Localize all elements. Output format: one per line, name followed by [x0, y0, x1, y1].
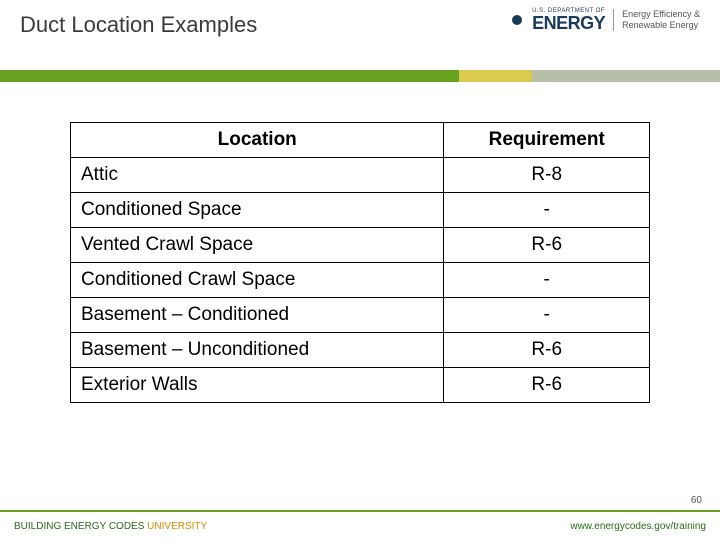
table-row: Attic R-8 — [71, 158, 650, 193]
accent-bar-segment-1 — [0, 70, 459, 82]
cell-requirement: R-6 — [444, 368, 650, 403]
doe-text: U.S. DEPARTMENT OF ENERGY — [532, 8, 605, 32]
page-number: 60 — [691, 495, 702, 506]
doe-logo-block: U.S. DEPARTMENT OF ENERGY Energy Efficie… — [508, 8, 700, 32]
cell-requirement: - — [444, 193, 650, 228]
table-row: Exterior Walls R-6 — [71, 368, 650, 403]
eere-label: Energy Efficiency & Renewable Energy — [613, 9, 700, 31]
slide-footer: BUILDING ENERGY CODES UNIVERSITY www.ene… — [0, 510, 720, 540]
cell-location: Basement – Unconditioned — [71, 333, 444, 368]
accent-bar — [0, 70, 720, 82]
eere-line2: Renewable Energy — [622, 20, 700, 31]
eere-line1: Energy Efficiency & — [622, 9, 700, 20]
cell-requirement: R-6 — [444, 333, 650, 368]
cell-requirement: R-6 — [444, 228, 650, 263]
footer-org-1: BUILDING ENERGY CODES — [14, 521, 144, 532]
cell-location: Conditioned Crawl Space — [71, 263, 444, 298]
footer-org-2: UNIVERSITY — [144, 521, 207, 532]
col-location: Location — [71, 123, 444, 158]
col-requirement: Requirement — [444, 123, 650, 158]
table-row: Vented Crawl Space R-6 — [71, 228, 650, 263]
cell-location: Exterior Walls — [71, 368, 444, 403]
sunburst-icon — [508, 11, 526, 29]
table-header-row: Location Requirement — [71, 123, 650, 158]
slide-header: Duct Location Examples U.S. DEPARTMENT O… — [0, 0, 720, 70]
table-row: Basement – Unconditioned R-6 — [71, 333, 650, 368]
table-row: Basement – Conditioned - — [71, 298, 650, 333]
cell-requirement: - — [444, 263, 650, 298]
table-row: Conditioned Space - — [71, 193, 650, 228]
cell-location: Vented Crawl Space — [71, 228, 444, 263]
content-area: Location Requirement Attic R-8 Condition… — [0, 82, 720, 403]
cell-requirement: - — [444, 298, 650, 333]
cell-location: Conditioned Space — [71, 193, 444, 228]
doe-logo: U.S. DEPARTMENT OF ENERGY — [508, 8, 605, 32]
cell-location: Attic — [71, 158, 444, 193]
accent-bar-segment-3 — [532, 70, 720, 82]
doe-energy-label: ENERGY — [532, 14, 605, 32]
cell-location: Basement – Conditioned — [71, 298, 444, 333]
footer-url: www.energycodes.gov/training — [570, 521, 706, 532]
footer-left: BUILDING ENERGY CODES UNIVERSITY — [14, 521, 207, 532]
duct-table: Location Requirement Attic R-8 Condition… — [70, 122, 650, 403]
accent-bar-segment-2 — [459, 70, 532, 82]
table-row: Conditioned Crawl Space - — [71, 263, 650, 298]
cell-requirement: R-8 — [444, 158, 650, 193]
